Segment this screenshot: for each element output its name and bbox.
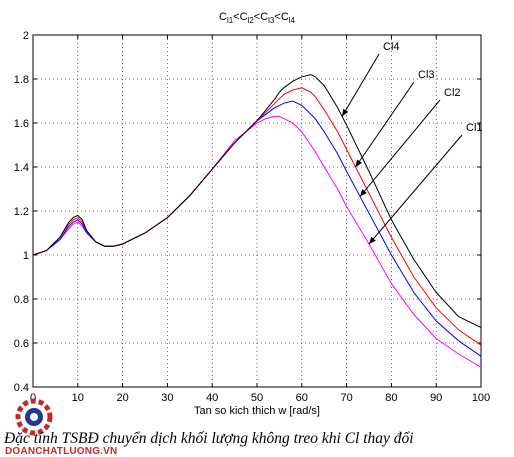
- x-tick-label: 100: [472, 392, 490, 404]
- chart: Cl1<Cl2<Cl3<Cl4 0 10 20 30 40 50 60 70 80 90 100 0…: [14, 11, 490, 417]
- title-subscript: l4: [289, 16, 296, 25]
- x-tick-label: 50: [251, 392, 263, 404]
- annotations: Cl4 Cl3 Cl2 Cl1: [341, 41, 483, 245]
- chart-title: Cl1<Cl2<Cl3<Cl4: [219, 11, 296, 25]
- annotation-arrowhead: [342, 108, 349, 117]
- x-tick-label: 20: [116, 392, 128, 404]
- annotation-label-cl2: Cl2: [444, 87, 461, 99]
- title-part: <C: [254, 11, 268, 23]
- series-line-cl4: [32, 74, 482, 329]
- annotation-arrow-cl4: [341, 53, 380, 117]
- annotation-arrow-cl3: [355, 81, 415, 168]
- title-part: <C: [274, 11, 288, 23]
- annotation-arrowhead: [360, 189, 367, 197]
- annotation-arrow-cl2: [359, 99, 441, 197]
- title-subscript: l2: [248, 16, 255, 25]
- grid: [32, 34, 482, 388]
- x-tick-label: 90: [430, 392, 442, 404]
- y-tick-label: 1.8: [14, 74, 29, 86]
- y-tick-label: 1.2: [14, 206, 29, 218]
- x-tick-label: 60: [296, 392, 308, 404]
- y-tick-label: 0.8: [14, 294, 29, 306]
- annotation-arrow-cl1: [368, 134, 463, 245]
- annotation-arrowhead: [355, 159, 362, 167]
- title-part: C: [219, 11, 227, 23]
- y-tick-label: 0.6: [14, 338, 29, 350]
- y-tick-label: 0.4: [14, 382, 29, 394]
- figure-caption: Đặc tính TSBĐ chuyển dịch khối lượng khô…: [4, 430, 414, 447]
- title-subscript: l3: [268, 16, 275, 25]
- y-tick-label: 1: [23, 250, 29, 262]
- x-tick-label: 0: [30, 392, 36, 404]
- annotation-label-cl4: Cl4: [383, 41, 400, 53]
- series-line-cl1: [32, 115, 482, 368]
- annotation-label-cl1: Cl1: [466, 122, 483, 134]
- y-tick-label: 1.4: [14, 162, 29, 174]
- logo-text: DOANCHATLUONG.VN: [5, 446, 118, 457]
- gear-logo-icon: [15, 398, 53, 436]
- chart-title-text: Cl1<Cl2<Cl3<Cl4: [219, 11, 296, 25]
- y-tick-label: 1.6: [14, 118, 29, 130]
- x-tick-label: 40: [206, 392, 218, 404]
- x-tick-label: 10: [72, 392, 84, 404]
- x-tick-label: 70: [340, 392, 352, 404]
- title-subscript: l1: [227, 16, 234, 25]
- x-tick-label: 30: [161, 392, 173, 404]
- y-ticks: 0.4 0.6 0.8 1 1.2 1.4 1.6 1.8 2: [14, 30, 481, 394]
- annotation-label-cl3: Cl3: [418, 69, 435, 81]
- x-ticks: 0 10 20 30 40 50 60 70 80 90 100: [30, 35, 490, 404]
- x-tick-label: 80: [385, 392, 397, 404]
- title-part: <C: [233, 11, 247, 23]
- series-lines: [32, 74, 482, 368]
- series-line-cl3: [32, 87, 482, 346]
- y-tick-label: 2: [23, 30, 29, 42]
- annotation-arrowhead: [369, 236, 376, 244]
- x-axis-label: Tan so kich thich w [rad/s]: [194, 405, 320, 417]
